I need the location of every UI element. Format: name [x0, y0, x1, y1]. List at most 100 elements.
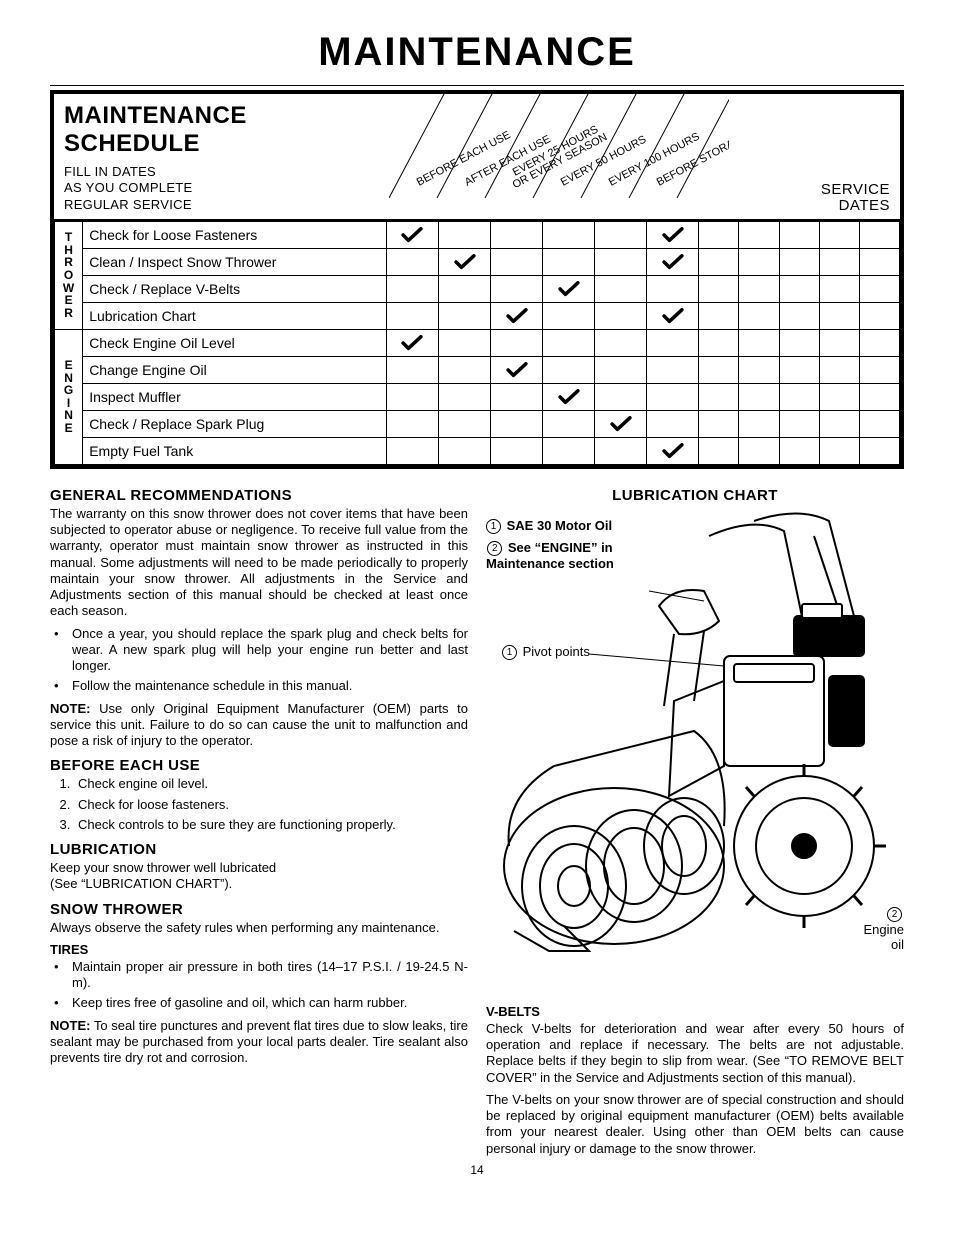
service-date-cell[interactable]	[859, 248, 899, 275]
check-cell	[438, 248, 490, 275]
maintenance-schedule-box: MAINTENANCE SCHEDULE FILL IN DATES AS YO…	[50, 90, 904, 469]
check-cell	[386, 302, 438, 329]
table-row: Check / Replace Spark Plug	[55, 410, 900, 437]
list-item: Keep tires free of gasoline and oil, whi…	[72, 995, 468, 1011]
check-cell	[438, 221, 490, 248]
service-date-cell[interactable]	[699, 383, 739, 410]
service-date-cell[interactable]	[859, 275, 899, 302]
check-cell	[543, 302, 595, 329]
schedule-title: MAINTENANCE SCHEDULE	[64, 102, 379, 158]
service-date-cell[interactable]	[819, 356, 859, 383]
service-date-cell[interactable]	[779, 356, 819, 383]
service-date-cell[interactable]	[779, 329, 819, 356]
service-date-cell[interactable]	[699, 356, 739, 383]
check-cell	[491, 302, 543, 329]
task-name: Check Engine Oil Level	[83, 329, 387, 356]
table-row: Inspect Muffler	[55, 383, 900, 410]
table-row: Check / Replace V-Belts	[55, 275, 900, 302]
check-cell	[491, 221, 543, 248]
service-date-cell[interactable]	[699, 329, 739, 356]
check-cell	[543, 248, 595, 275]
service-date-cell[interactable]	[779, 302, 819, 329]
check-cell	[543, 356, 595, 383]
para-snow-thrower: Always observe the safety rules when per…	[50, 920, 468, 936]
callout-pivot-points: 1 Pivot points	[502, 644, 590, 660]
check-cell	[386, 410, 438, 437]
para-vbelts-2: The V-belts on your snow thrower are of …	[486, 1092, 904, 1157]
note-general: NOTE: Use only Original Equipment Manufa…	[50, 701, 468, 750]
check-cell	[438, 329, 490, 356]
service-date-cell[interactable]	[859, 410, 899, 437]
check-cell	[595, 437, 647, 464]
check-cell	[386, 221, 438, 248]
check-cell	[647, 410, 699, 437]
service-date-cell[interactable]	[779, 383, 819, 410]
service-date-cell[interactable]	[819, 437, 859, 464]
service-date-cell[interactable]	[739, 437, 779, 464]
task-name: Check / Replace Spark Plug	[83, 410, 387, 437]
service-date-cell[interactable]	[699, 275, 739, 302]
check-cell	[386, 437, 438, 464]
service-date-cell[interactable]	[779, 437, 819, 464]
service-date-cell[interactable]	[779, 221, 819, 248]
lubrication-chart-figure: 1 SAE 30 Motor Oil 2 See “ENGINE” in Mai…	[486, 506, 904, 996]
service-date-cell[interactable]	[859, 329, 899, 356]
check-cell	[386, 383, 438, 410]
check-cell	[595, 383, 647, 410]
check-cell	[438, 383, 490, 410]
service-date-cell[interactable]	[819, 302, 859, 329]
service-dates-label: SERVICEDATES	[707, 94, 900, 219]
service-date-cell[interactable]	[699, 302, 739, 329]
service-date-cell[interactable]	[859, 356, 899, 383]
heading-lubrication-chart: LUBRICATION CHART	[486, 487, 904, 504]
table-row: THROWERCheck for Loose Fasteners	[55, 221, 900, 248]
check-cell	[438, 410, 490, 437]
check-cell	[438, 302, 490, 329]
service-date-cell[interactable]	[819, 410, 859, 437]
check-cell	[647, 383, 699, 410]
service-date-cell[interactable]	[779, 275, 819, 302]
table-row: Change Engine Oil	[55, 356, 900, 383]
rule-top	[50, 85, 904, 86]
list-item: Check controls to be sure they are funct…	[74, 817, 468, 833]
service-date-cell[interactable]	[739, 275, 779, 302]
service-date-cell[interactable]	[739, 356, 779, 383]
check-cell	[491, 329, 543, 356]
service-date-cell[interactable]	[859, 383, 899, 410]
service-date-cell[interactable]	[819, 248, 859, 275]
check-cell	[543, 329, 595, 356]
service-date-cell[interactable]	[739, 329, 779, 356]
subheading-tires: TIRES	[50, 942, 468, 957]
para-vbelts-1: Check V-belts for deterioration and wear…	[486, 1021, 904, 1086]
check-cell	[647, 221, 699, 248]
page-title: MAINTENANCE	[50, 30, 904, 75]
service-date-cell[interactable]	[779, 248, 819, 275]
check-cell	[491, 275, 543, 302]
check-cell	[491, 356, 543, 383]
task-name: Inspect Muffler	[83, 383, 387, 410]
service-date-cell[interactable]	[819, 275, 859, 302]
callout-engine-oil: 2 Engine oil	[864, 906, 904, 953]
service-date-cell[interactable]	[699, 437, 739, 464]
service-date-cell[interactable]	[739, 248, 779, 275]
service-date-cell[interactable]	[819, 221, 859, 248]
service-date-cell[interactable]	[739, 383, 779, 410]
service-date-cell[interactable]	[739, 410, 779, 437]
service-date-cell[interactable]	[819, 383, 859, 410]
service-date-cell[interactable]	[739, 302, 779, 329]
list-tires: Maintain proper air pressure in both tir…	[50, 959, 468, 1012]
service-date-cell[interactable]	[859, 221, 899, 248]
list-item: Check for loose fasteners.	[74, 797, 468, 813]
service-date-cell[interactable]	[859, 437, 899, 464]
heading-snow-thrower: SNOW THROWER	[50, 901, 468, 918]
service-date-cell[interactable]	[739, 221, 779, 248]
service-date-cell[interactable]	[779, 410, 819, 437]
service-date-cell[interactable]	[859, 302, 899, 329]
service-date-cell[interactable]	[819, 329, 859, 356]
task-name: Lubrication Chart	[83, 302, 387, 329]
service-date-cell[interactable]	[699, 410, 739, 437]
service-date-cell[interactable]	[699, 248, 739, 275]
check-cell	[647, 329, 699, 356]
check-cell	[647, 248, 699, 275]
service-date-cell[interactable]	[699, 221, 739, 248]
